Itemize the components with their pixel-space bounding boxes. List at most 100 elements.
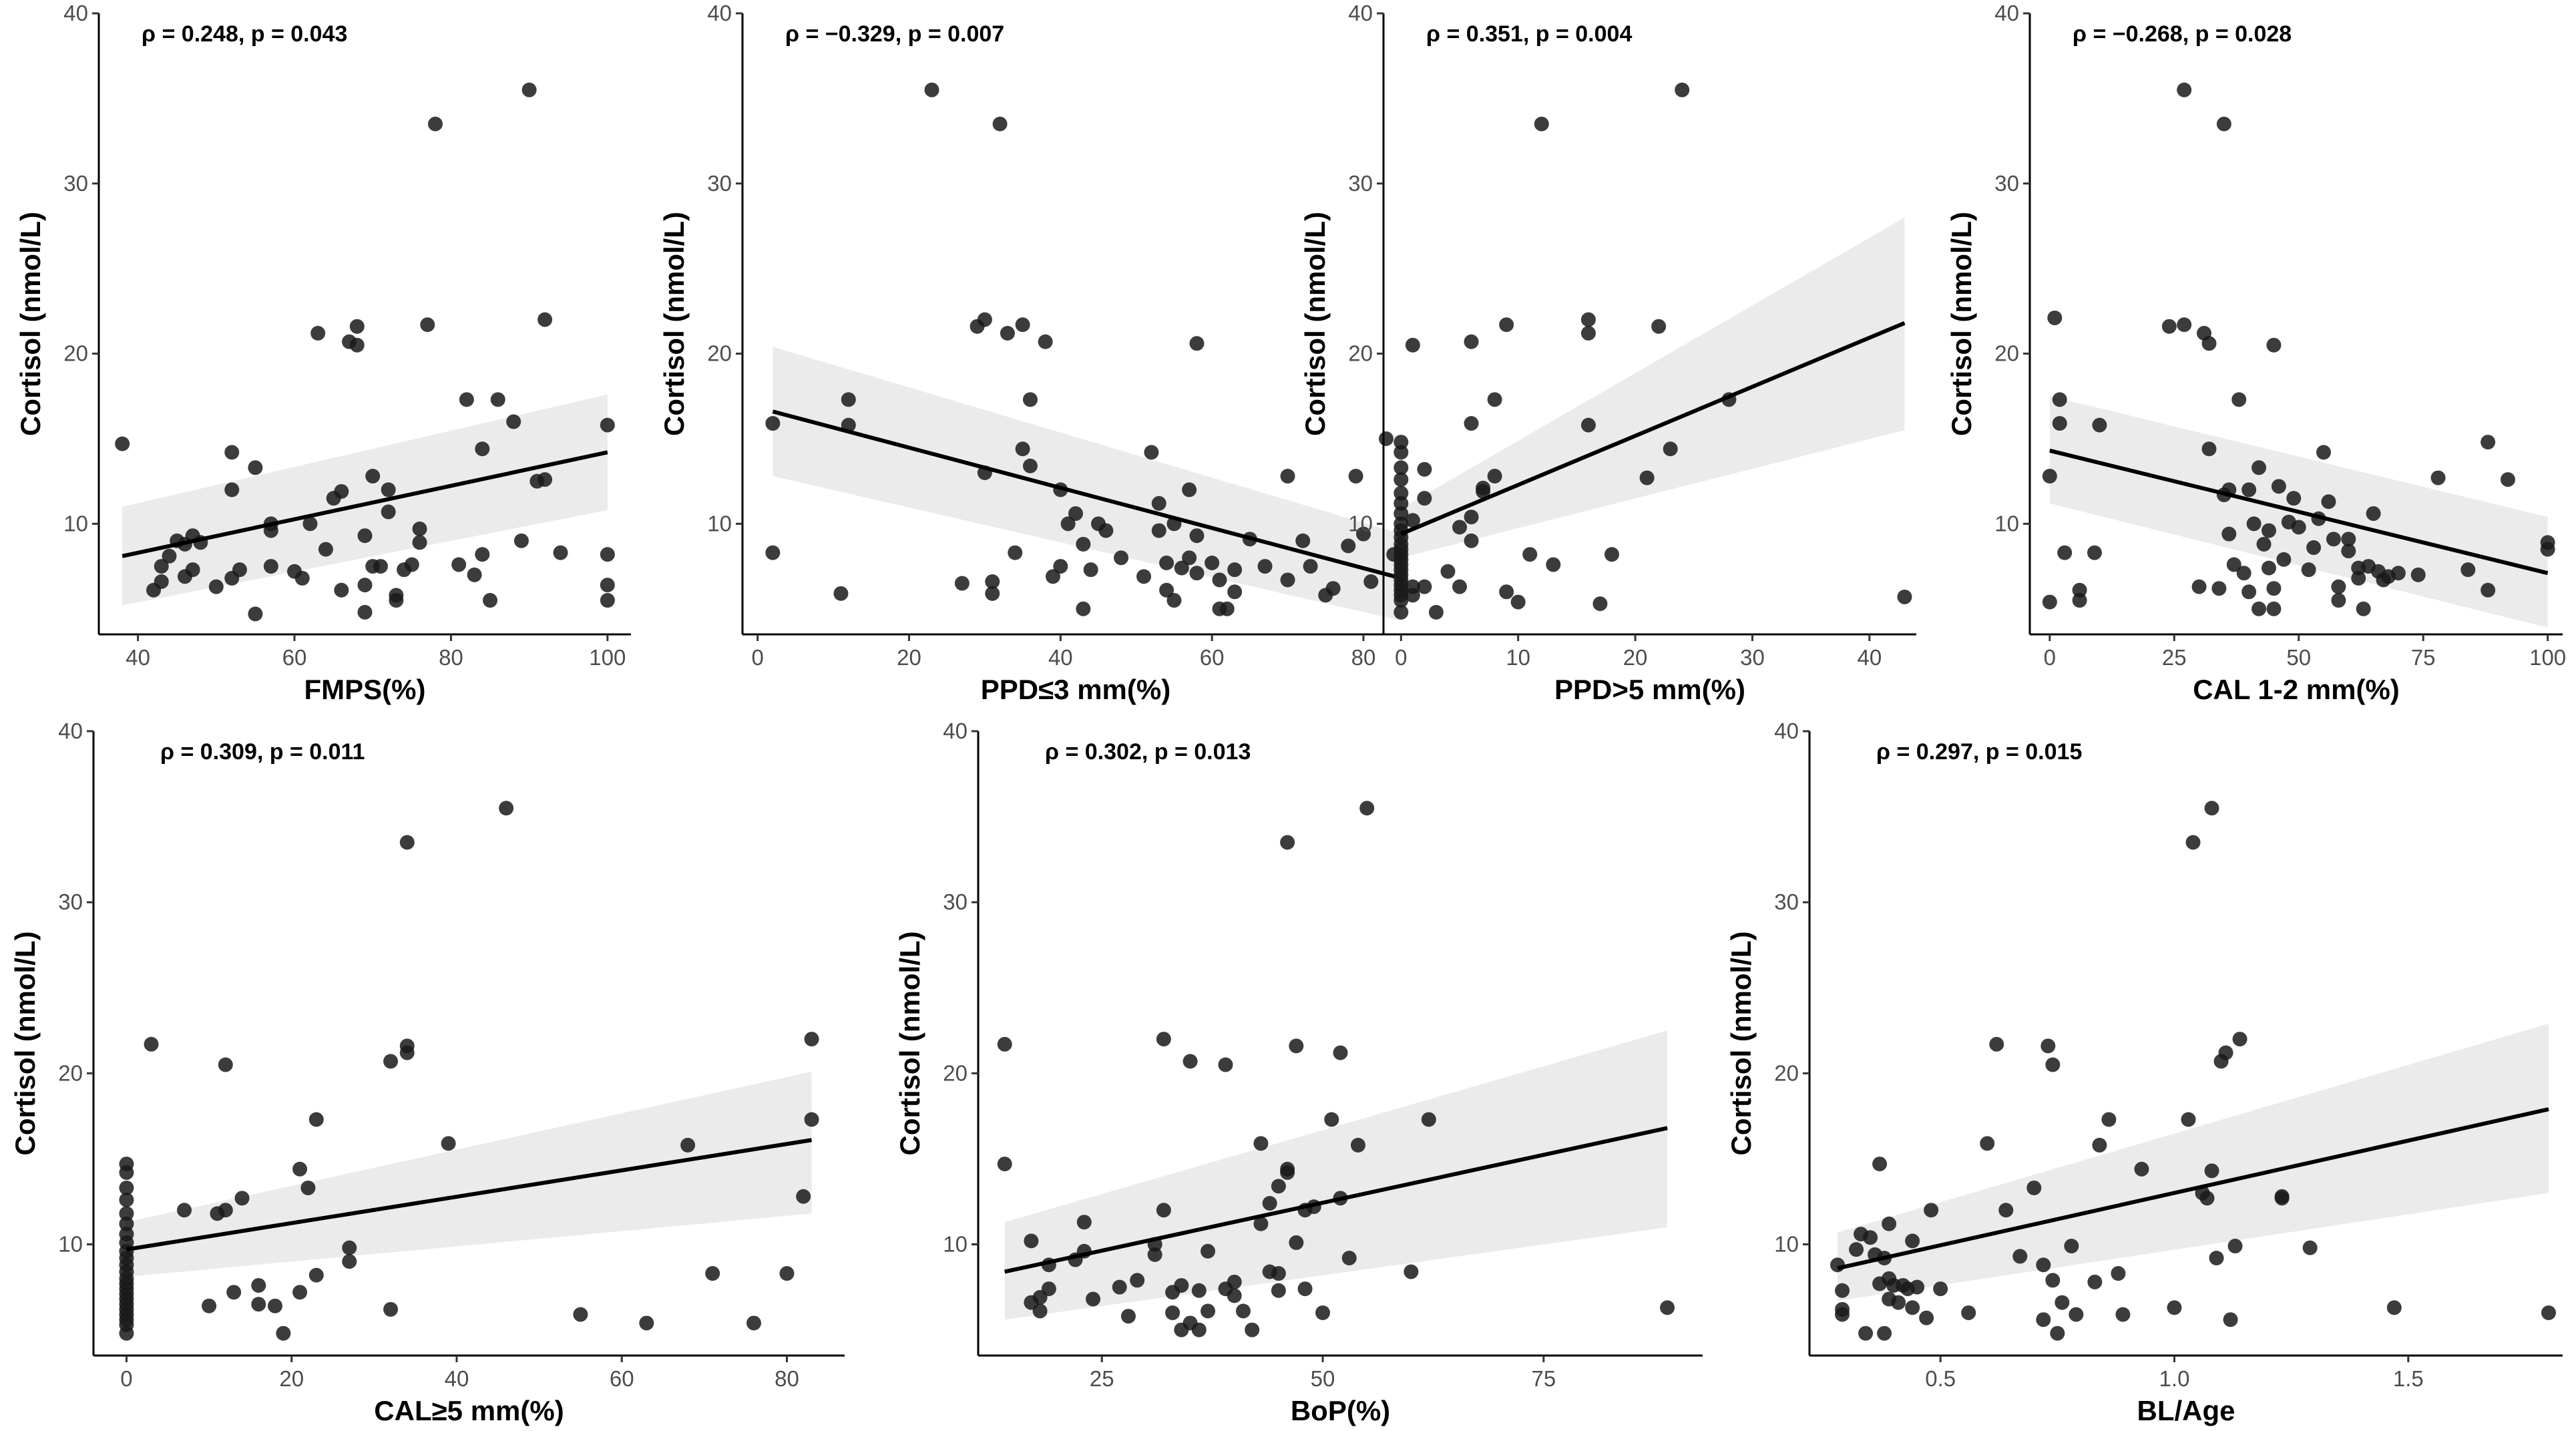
panel-3: 10 20 30 40 0 10 20 30 40 PPD>5 mm(%) Cortisol (nm… — [1299, 1, 1916, 705]
panel-5: 10 20 30 40 0 20 40 60 80 CAL≥5 mm(%) Cortisol (nm… — [9, 719, 845, 1426]
data-point — [349, 319, 365, 334]
data-point — [705, 1266, 720, 1281]
data-point — [1393, 495, 1409, 511]
data-point — [1219, 601, 1235, 616]
data-point — [119, 1206, 134, 1221]
data-point — [680, 1137, 696, 1153]
data-point — [1651, 319, 1667, 334]
y-tick-label: 40 — [1994, 1, 2019, 25]
y-tick-label: 20 — [1994, 341, 2019, 366]
data-point — [1068, 506, 1083, 522]
data-point — [119, 1165, 134, 1180]
data-point — [1393, 472, 1409, 487]
data-point — [119, 1216, 134, 1231]
data-point — [1404, 1264, 1419, 1279]
x-axis-title: CAL≥5 mm(%) — [374, 1395, 564, 1426]
data-point — [1280, 469, 1295, 484]
data-point — [412, 522, 427, 537]
y-tick-label: 10 — [943, 1231, 968, 1256]
data-point — [1580, 312, 1596, 327]
data-point — [1280, 835, 1295, 850]
data-point — [2012, 1249, 2028, 1264]
data-point — [2072, 582, 2087, 598]
data-point — [600, 578, 615, 593]
data-point — [2064, 1239, 2079, 1254]
data-point — [2226, 557, 2241, 572]
data-point — [318, 542, 333, 557]
data-point — [224, 482, 240, 497]
data-point — [1076, 1215, 1092, 1230]
data-point — [1393, 435, 1409, 450]
x-tick-label: 50 — [1311, 1366, 1335, 1391]
data-point — [1341, 1250, 1357, 1265]
data-point — [1295, 533, 1311, 548]
correlation-annotation: ρ = 0.351, p = 0.004 — [1426, 21, 1632, 47]
data-point — [1592, 596, 1608, 612]
data-point — [2266, 337, 2282, 353]
data-point — [1083, 562, 1098, 578]
data-point — [1022, 392, 1038, 407]
y-tick-label: 10 — [63, 511, 88, 536]
data-point — [1000, 326, 1015, 341]
data-point — [251, 1277, 266, 1293]
panel-6: 10 20 30 40 25 50 75 BoP(%) Cortisol (nmol/L) ρ =… — [894, 719, 1703, 1426]
data-point — [1174, 1277, 1189, 1293]
data-point — [1980, 1136, 1995, 1151]
x-tick-label: 1.0 — [2159, 1366, 2190, 1391]
data-point — [334, 483, 349, 499]
y-tick-label: 20 — [63, 341, 88, 366]
data-point — [2251, 460, 2267, 475]
data-point — [475, 441, 490, 457]
data-point — [1136, 569, 1152, 584]
data-point — [119, 1192, 134, 1207]
x-axis-title: CAL 1-2 mm(%) — [2193, 674, 2400, 705]
data-point — [2052, 392, 2067, 407]
data-point — [2057, 545, 2073, 560]
data-point — [2050, 1325, 2065, 1341]
data-point — [224, 445, 240, 460]
regression-line — [1837, 1107, 2549, 1271]
data-point — [1580, 417, 1596, 433]
data-point — [1905, 1300, 1920, 1315]
data-point — [1905, 1233, 1920, 1249]
data-point — [1303, 559, 1318, 574]
y-axis-title: Cortisol (nmol/L) — [894, 932, 925, 1156]
data-point — [1271, 1266, 1286, 1281]
x-tick-label: 100 — [589, 645, 626, 670]
data-point — [2209, 1250, 2224, 1265]
data-point — [1882, 1216, 1897, 1231]
y-tick-label: 40 — [1348, 1, 1373, 25]
x-axis-title: BL/Age — [2137, 1395, 2235, 1426]
data-point — [1201, 1303, 1216, 1319]
data-point — [144, 1036, 159, 1052]
data-point — [1440, 564, 1456, 579]
y-tick-label: 10 — [1994, 511, 2019, 536]
data-point — [119, 1180, 134, 1195]
data-point — [2167, 1300, 2182, 1315]
data-point — [985, 586, 1000, 601]
panel-7: 10 20 30 40 0.5 1.0 1.5 BL/Age Cortisol (nmol/L)… — [1725, 719, 2563, 1426]
data-point — [985, 574, 1000, 590]
correlation-annotation: ρ = 0.302, p = 0.013 — [1045, 739, 1251, 765]
data-point — [779, 1266, 795, 1281]
y-tick-label: 20 — [707, 341, 732, 366]
data-point — [248, 606, 263, 622]
y-tick-label: 20 — [1348, 341, 1373, 366]
confidence-band — [126, 1071, 812, 1277]
data-point — [373, 559, 388, 574]
data-point — [1464, 533, 1479, 548]
data-point — [2045, 1273, 2061, 1288]
data-point — [1417, 491, 1432, 506]
data-point — [1024, 1233, 1039, 1249]
data-point — [2134, 1161, 2149, 1177]
correlation-annotation: ρ = 0.297, p = 0.015 — [1876, 739, 2082, 765]
data-point — [2041, 1038, 2056, 1054]
data-point — [1604, 547, 1619, 562]
data-point — [1235, 1303, 1251, 1319]
data-point — [1405, 337, 1420, 353]
data-point — [383, 1301, 399, 1317]
data-point — [2541, 1305, 2556, 1320]
data-point — [1891, 1295, 1906, 1310]
data-point — [1191, 1283, 1207, 1298]
data-point — [1159, 582, 1174, 598]
